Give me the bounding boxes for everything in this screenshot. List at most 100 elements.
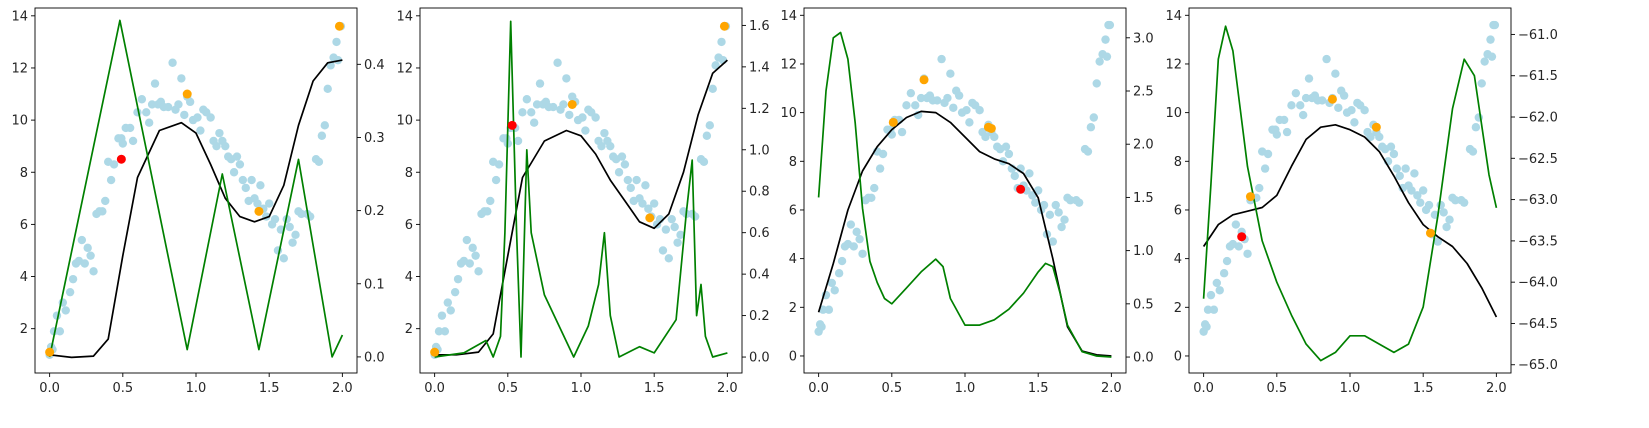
scatter-point (471, 251, 480, 260)
scatter-point (623, 175, 633, 185)
scatter-point (1468, 147, 1478, 156)
scatter-point (830, 286, 839, 295)
x-tick-label: 1.0 (1340, 381, 1361, 396)
scatter-point (817, 322, 826, 331)
scatter-point (1092, 79, 1101, 88)
scatter-point (565, 110, 574, 120)
orange-point (1426, 228, 1435, 238)
left-y-tick-label: 14 (780, 9, 797, 24)
scatter-point (614, 168, 624, 177)
right-y-tick-label: −63.5 (1518, 234, 1558, 249)
scatter-point (1386, 142, 1396, 151)
x-tick-label: 0.0 (1193, 381, 1214, 396)
scatter-point (1001, 142, 1011, 151)
scatter-point (1375, 132, 1384, 142)
scatter-point (486, 196, 495, 206)
axes-frame (803, 7, 1127, 374)
x-tick-label: 1.5 (644, 381, 665, 396)
scatter-point (474, 267, 483, 276)
left-y-tick-label: 4 (405, 270, 413, 285)
scatter-point (462, 235, 472, 245)
right-y-tick-label: −64.5 (1518, 317, 1558, 332)
scatter-point (168, 58, 177, 67)
scatter-point (1407, 186, 1416, 195)
x-tick-label: 1.0 (955, 381, 976, 396)
scatter-point (1433, 237, 1443, 246)
scatter-point (264, 199, 274, 208)
scatter-point (620, 160, 630, 169)
scatter-point (468, 243, 477, 253)
scatter-point (518, 108, 527, 117)
scatter-point (317, 131, 327, 140)
scatter-point (270, 214, 280, 224)
scatter-point (1477, 79, 1486, 88)
scatter-point (229, 168, 239, 177)
right-y-tick-label: −61.0 (1518, 28, 1558, 43)
scatter-point (535, 79, 545, 88)
right-y-tick-label: 0.2 (749, 309, 770, 324)
left-y-tick-label: 10 (780, 106, 797, 121)
left-y-tick-label: 12 (396, 61, 413, 76)
scatter-point (314, 157, 324, 167)
scatter-point (600, 128, 609, 138)
scatter-point (1317, 96, 1327, 105)
scatter-point (185, 97, 195, 107)
scatter-point (1010, 171, 1019, 181)
scatter-point (150, 79, 160, 88)
left-y-tick-label: 8 (789, 155, 797, 170)
scatter-point (1102, 52, 1112, 61)
scatter-point (581, 126, 590, 135)
subplot-3: 0.0 0.5 1.0 1.5 2.0 0 2 4 6 8 10 12 14 0.0 0.5 1.0 1.5 2.… (780, 7, 1154, 396)
scatter-point (527, 108, 536, 117)
scatter-point (717, 37, 726, 47)
scatter-point (98, 207, 107, 216)
scatter-point (180, 110, 189, 120)
scatter-point (965, 118, 974, 127)
scatter-point (1418, 186, 1428, 195)
scatter-point (125, 123, 135, 133)
scatter-point (867, 193, 876, 202)
subplot-1: 0.0 0.5 1.0 1.5 2.0 2 4 6 8 10 12 14 0.0 0.1 0.2 0.3 0.4 (11, 7, 385, 396)
scatter-point (1322, 54, 1331, 64)
scatter-point (699, 157, 709, 167)
scatter-point (147, 100, 157, 109)
scatter-point (932, 96, 942, 105)
left-y-tick-label: 8 (1174, 155, 1182, 170)
scatter-point (1209, 305, 1219, 314)
scatter-point (529, 118, 539, 127)
scatter-point (664, 254, 674, 263)
right-y-tick-label: −61.5 (1518, 69, 1558, 84)
x-tick-label: 0.0 (424, 381, 445, 396)
scatter-point (954, 91, 964, 100)
scatter-point (1004, 149, 1014, 159)
x-tick-label: 1.5 (1413, 381, 1434, 396)
right-y-tick-label: 3.0 (1133, 31, 1154, 46)
scatter-point (1031, 198, 1040, 207)
scatter-point (1451, 196, 1460, 205)
scatter-point (1350, 118, 1359, 127)
left-y-tick-label: 14 (396, 9, 413, 24)
scatter-point (437, 311, 447, 320)
left-y-tick-label: 12 (780, 57, 797, 72)
scatter-point (1291, 88, 1301, 98)
orange-point (1327, 94, 1337, 104)
right-y-tick-label: 0.4 (364, 58, 385, 73)
scatter-point (1219, 269, 1229, 278)
scatter-point (1487, 52, 1497, 61)
scatter-point (870, 183, 879, 193)
scatter-point (68, 274, 78, 284)
scatter-point (887, 130, 897, 139)
x-tick-label: 0.0 (39, 381, 60, 396)
scatter-point (206, 113, 215, 122)
scatter-point (638, 199, 647, 208)
scatter-point (177, 74, 186, 83)
scatter-point (1439, 208, 1448, 217)
scatter-point (1215, 286, 1224, 295)
x-tick-label: 1.0 (186, 381, 207, 396)
orange-point (888, 117, 898, 127)
plot-area (45, 19, 346, 359)
scatter-point (450, 287, 460, 297)
scatter-point (443, 298, 453, 307)
scatter-point (670, 222, 679, 232)
left-y-tick-label: 12 (11, 61, 28, 76)
